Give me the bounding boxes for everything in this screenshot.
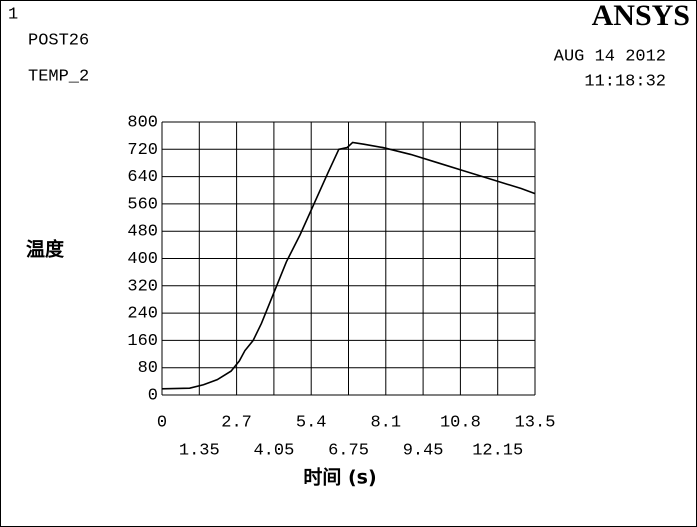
x-tick-label: 6.75 (328, 441, 369, 460)
x-tick-label: 2.7 (221, 413, 252, 432)
y-tick-label: 800 (127, 113, 158, 132)
x-tick-label: 0 (157, 413, 167, 432)
date: AUG 14 2012 (554, 47, 666, 66)
x-tick-label: 4.05 (253, 441, 294, 460)
variable-label: TEMP_2 (28, 67, 89, 86)
x-tick-label: 10.8 (440, 413, 481, 432)
x-tick-label: 8.1 (370, 413, 401, 432)
x-tick-label: 9.45 (403, 441, 444, 460)
y-tick-label: 160 (127, 332, 158, 351)
program-label: POST26 (28, 31, 89, 50)
y-tick-label: 720 (127, 141, 158, 160)
x-tick-label: 13.5 (515, 413, 556, 432)
y-tick-label: 240 (127, 305, 158, 324)
y-tick-label: 0 (148, 386, 158, 405)
y-tick-label: 80 (138, 359, 158, 378)
time: 11:18:32 (584, 72, 666, 91)
x-tick-label: 12.15 (472, 441, 523, 460)
y-tick-label: 400 (127, 250, 158, 269)
x-tick-label: 1.35 (179, 441, 220, 460)
y-tick-label: 640 (127, 168, 158, 187)
data-line (161, 141, 536, 390)
y-tick-label: 480 (127, 223, 158, 242)
y-tick-label: 560 (127, 195, 158, 214)
y-tick-label: 320 (127, 277, 158, 296)
x-tick-label: 5.4 (296, 413, 327, 432)
logo: ANSYS (592, 0, 690, 32)
x-axis-label: 时间 (s) (303, 467, 376, 489)
window-number: 1 (8, 5, 18, 24)
y-axis-label: 温度 (26, 238, 65, 261)
